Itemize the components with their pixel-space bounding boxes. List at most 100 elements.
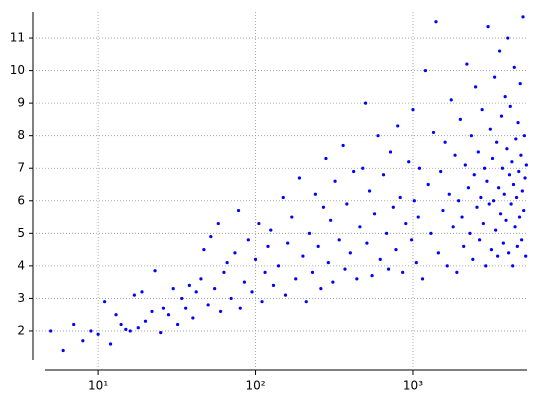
point xyxy=(429,231,433,235)
point xyxy=(434,20,438,24)
point xyxy=(132,293,136,297)
point xyxy=(171,287,175,291)
point xyxy=(271,283,276,287)
point xyxy=(409,238,414,242)
point xyxy=(488,127,492,131)
point xyxy=(507,251,511,255)
point xyxy=(487,202,491,206)
point xyxy=(159,330,163,335)
point xyxy=(257,221,261,226)
point xyxy=(381,173,386,177)
point xyxy=(465,62,469,66)
y-tick-label: 11 xyxy=(10,31,25,45)
point xyxy=(191,316,195,320)
point xyxy=(412,199,416,203)
point xyxy=(509,202,513,206)
point xyxy=(213,287,217,291)
point xyxy=(341,143,345,148)
point xyxy=(517,215,522,219)
point xyxy=(209,234,213,239)
point xyxy=(522,134,526,138)
point xyxy=(423,68,428,73)
point xyxy=(449,98,453,102)
point xyxy=(253,257,258,261)
point xyxy=(398,195,402,200)
point xyxy=(497,186,501,190)
point xyxy=(316,244,320,248)
point xyxy=(506,36,510,40)
point xyxy=(238,306,242,310)
point xyxy=(431,130,436,135)
y-tick-label: 3 xyxy=(17,291,25,305)
point xyxy=(301,254,305,258)
point xyxy=(404,221,408,226)
point xyxy=(114,313,118,317)
point xyxy=(417,166,422,170)
point xyxy=(518,82,522,86)
point xyxy=(462,244,466,248)
point xyxy=(503,95,507,99)
y-tick-label: 5 xyxy=(17,226,25,240)
point xyxy=(222,270,226,274)
point xyxy=(266,244,270,248)
point xyxy=(153,269,157,273)
point xyxy=(476,150,480,154)
y-tick-label: 7 xyxy=(17,161,25,175)
point xyxy=(333,179,337,183)
point xyxy=(510,160,514,164)
point xyxy=(482,166,487,170)
point xyxy=(376,134,380,138)
point xyxy=(493,75,497,79)
point xyxy=(352,169,356,174)
point xyxy=(128,329,132,333)
point xyxy=(388,150,393,154)
point xyxy=(358,225,362,229)
y-tick-label: 8 xyxy=(17,128,25,142)
point xyxy=(486,25,490,29)
point xyxy=(505,147,509,151)
point xyxy=(491,199,496,203)
point xyxy=(447,192,451,196)
point xyxy=(495,140,499,144)
point xyxy=(455,270,459,274)
point xyxy=(441,208,445,213)
point xyxy=(521,15,525,19)
point xyxy=(276,264,281,268)
point xyxy=(436,251,440,255)
point xyxy=(150,309,154,314)
point xyxy=(370,274,374,278)
point xyxy=(407,160,411,164)
point xyxy=(508,104,512,108)
point xyxy=(514,137,518,141)
point xyxy=(524,163,528,167)
point xyxy=(361,166,365,170)
point xyxy=(219,309,223,314)
point xyxy=(391,205,395,209)
point xyxy=(519,153,523,157)
x-tick-label: 10³ xyxy=(403,379,423,393)
point xyxy=(497,49,502,53)
y-tick-label: 2 xyxy=(17,323,25,337)
point xyxy=(184,306,188,310)
point xyxy=(194,290,198,294)
point xyxy=(414,261,418,265)
point xyxy=(469,134,473,138)
point xyxy=(297,176,302,180)
point xyxy=(520,238,524,242)
point xyxy=(445,264,449,268)
point xyxy=(396,124,400,128)
point xyxy=(367,189,372,193)
point xyxy=(348,251,352,255)
point xyxy=(216,221,220,226)
point xyxy=(304,300,308,304)
point xyxy=(269,228,273,232)
point xyxy=(416,215,420,219)
point xyxy=(457,199,461,203)
point xyxy=(96,332,100,336)
point xyxy=(520,189,524,193)
point xyxy=(479,195,483,200)
point xyxy=(89,329,93,333)
point xyxy=(411,108,415,112)
point xyxy=(108,342,113,346)
